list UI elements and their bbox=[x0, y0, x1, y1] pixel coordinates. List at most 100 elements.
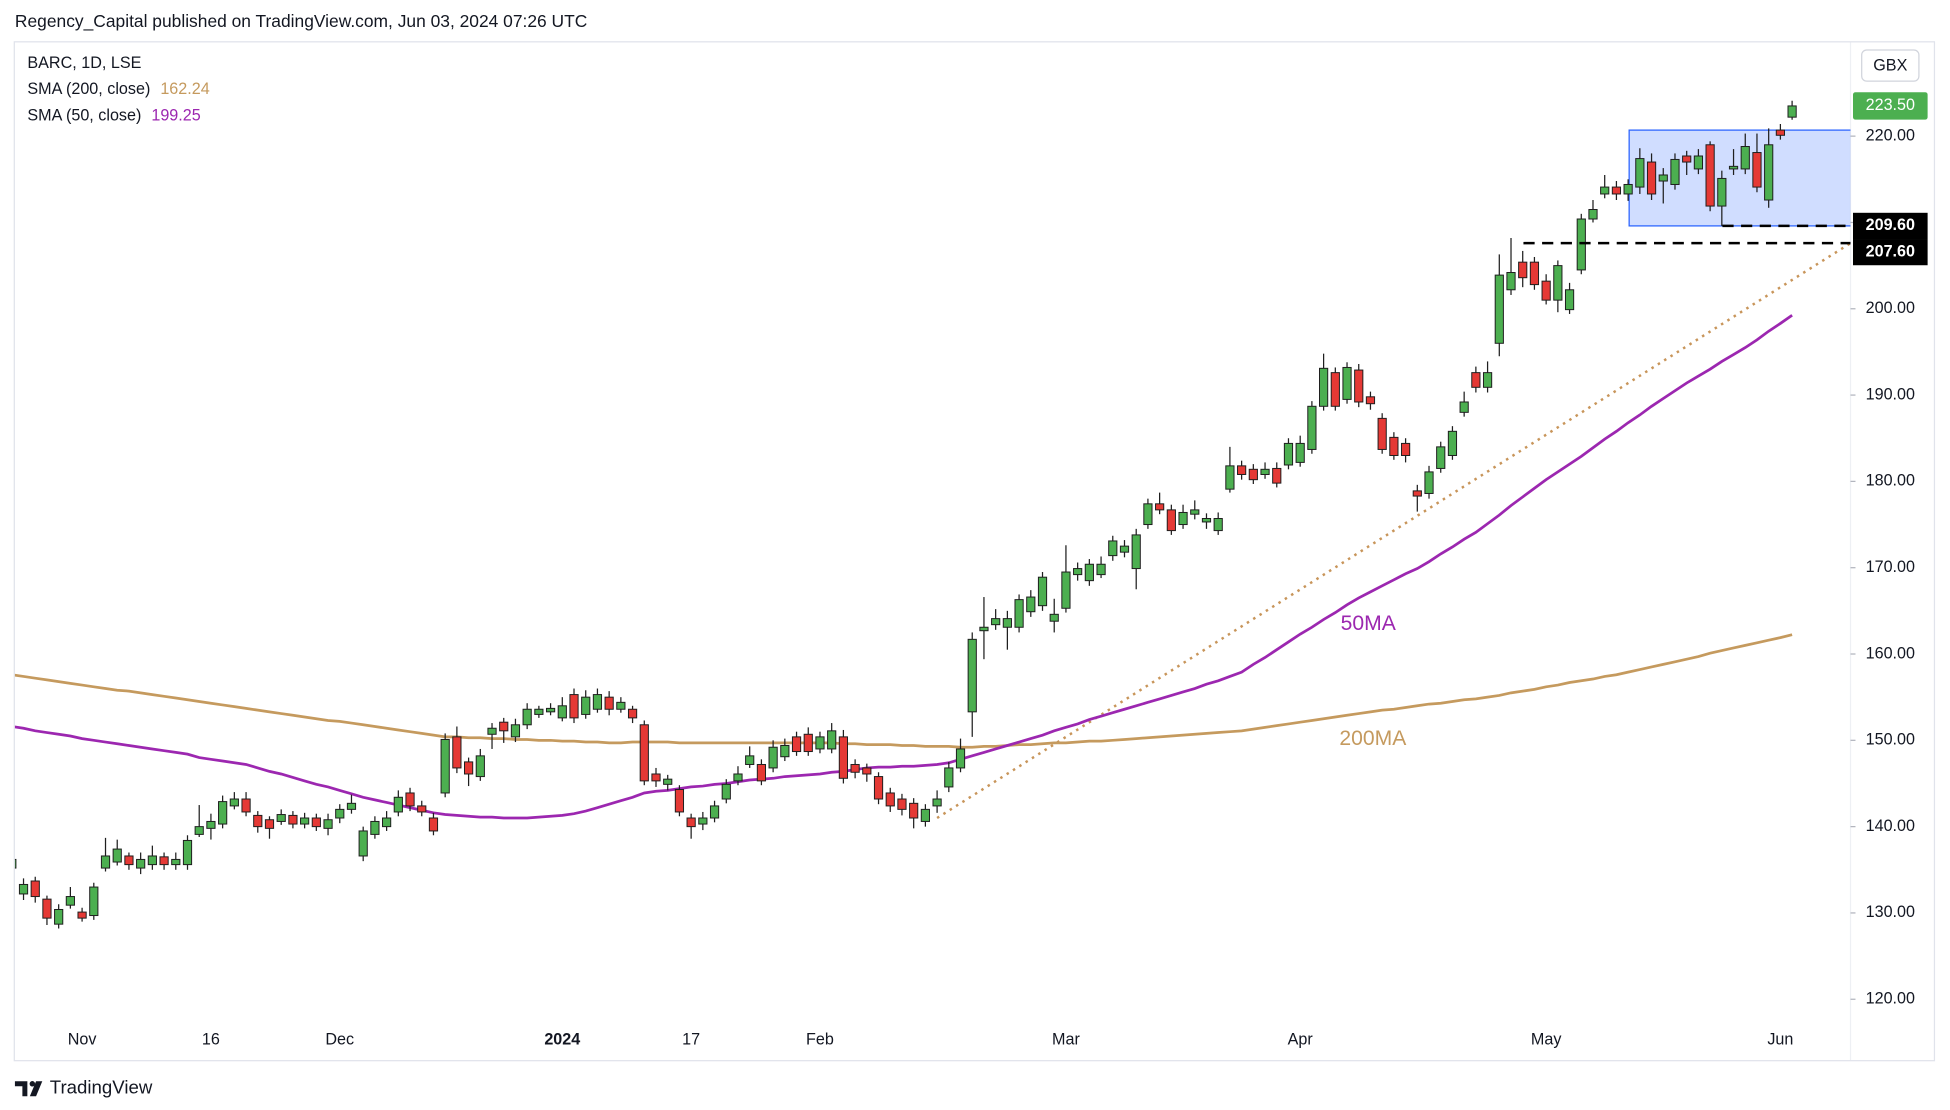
candle-body bbox=[1564, 289, 1575, 311]
candle-body bbox=[909, 802, 919, 819]
sma-line bbox=[14, 314, 1793, 820]
candle-body bbox=[791, 736, 802, 753]
candle-body bbox=[264, 819, 275, 829]
candle-body bbox=[885, 792, 895, 807]
candle-body bbox=[733, 773, 743, 782]
candle-body bbox=[1377, 417, 1387, 450]
y-tick-label: 120.00 bbox=[1866, 990, 1915, 1008]
candle-body bbox=[663, 778, 673, 785]
candle-body bbox=[1037, 576, 1048, 607]
x-tick-label: Jun bbox=[1767, 1030, 1793, 1048]
candle-body bbox=[873, 776, 884, 800]
candle-body bbox=[18, 883, 29, 895]
x-tick-label: Feb bbox=[806, 1030, 834, 1048]
candle-body bbox=[862, 767, 872, 775]
candle-body bbox=[1471, 372, 1481, 388]
candle-body bbox=[1260, 468, 1270, 475]
candle-body bbox=[1553, 265, 1563, 301]
y-tick-label: 140.00 bbox=[1866, 817, 1915, 835]
candle-body bbox=[944, 767, 954, 788]
candle-body bbox=[1178, 511, 1188, 526]
chart-frame bbox=[13, 41, 1936, 1062]
candle-body bbox=[557, 705, 567, 719]
candle-body bbox=[1330, 372, 1340, 407]
candle-body bbox=[1248, 468, 1258, 481]
x-tick-label: Dec bbox=[325, 1030, 354, 1048]
candle-body bbox=[698, 817, 708, 825]
candle-body bbox=[1272, 467, 1282, 484]
y-tick-label: 190.00 bbox=[1866, 385, 1915, 403]
x-tick-label: 2024 bbox=[544, 1030, 580, 1048]
candle-body bbox=[218, 801, 228, 825]
candle-body bbox=[1143, 503, 1153, 526]
level-label-box bbox=[1852, 239, 1928, 266]
candle-body bbox=[1096, 563, 1106, 576]
candle-body bbox=[452, 736, 462, 769]
candle-body bbox=[639, 724, 649, 782]
candle-body bbox=[1459, 401, 1469, 413]
candle-body bbox=[674, 789, 685, 813]
candle-body bbox=[1412, 490, 1422, 497]
candle-body bbox=[1201, 518, 1212, 523]
candle-body bbox=[780, 745, 790, 758]
annotation: 200MA bbox=[1339, 727, 1407, 750]
header: Regency_Capital published on TradingView… bbox=[15, 11, 587, 32]
candle-body bbox=[686, 817, 696, 828]
candle-body bbox=[827, 730, 837, 750]
y-tick-label: 130.00 bbox=[1866, 903, 1915, 921]
candle-body bbox=[206, 820, 216, 829]
candle-body bbox=[581, 696, 591, 715]
candle-body bbox=[1600, 186, 1610, 195]
candle-body bbox=[721, 783, 731, 800]
candle-body bbox=[1014, 599, 1024, 628]
candle-body bbox=[1693, 155, 1704, 170]
candle-body bbox=[463, 761, 474, 775]
candle-body bbox=[991, 618, 1001, 626]
candle-body bbox=[1424, 471, 1434, 494]
candle-body bbox=[1752, 152, 1762, 188]
candle-body bbox=[709, 805, 720, 819]
candle-body bbox=[1119, 545, 1130, 553]
candle-body bbox=[1623, 183, 1633, 195]
annotation: 50MA bbox=[1341, 612, 1397, 635]
tradingview-logo bbox=[14, 1081, 43, 1097]
candle-body bbox=[534, 708, 544, 715]
candle-body bbox=[1155, 503, 1165, 511]
candle-body bbox=[382, 817, 392, 828]
x-tick-label: Apr bbox=[1288, 1030, 1314, 1048]
candle-body bbox=[194, 826, 204, 835]
candle-body bbox=[838, 736, 848, 779]
candle-body bbox=[1237, 465, 1247, 475]
y-tick-label: 150.00 bbox=[1866, 731, 1915, 749]
candle-body bbox=[1354, 369, 1364, 403]
candle-body bbox=[428, 817, 439, 832]
candle-body bbox=[850, 763, 860, 773]
candle-body bbox=[1061, 571, 1071, 609]
candle-body bbox=[1494, 274, 1504, 344]
candle-body bbox=[1166, 509, 1176, 532]
candle-body bbox=[14, 858, 17, 869]
candle-body bbox=[311, 817, 321, 828]
candle-body bbox=[1705, 144, 1715, 207]
candle-body bbox=[967, 638, 977, 713]
candle-body bbox=[1049, 613, 1059, 622]
candle-body bbox=[1365, 396, 1376, 405]
y-tick-label: 180.00 bbox=[1866, 472, 1915, 490]
currency-label: GBX bbox=[1873, 56, 1907, 74]
candle-body bbox=[592, 694, 603, 710]
candle-body bbox=[54, 908, 64, 925]
x-tick-label: Nov bbox=[68, 1030, 98, 1048]
x-tick-label: May bbox=[1531, 1030, 1562, 1048]
candle-body bbox=[1190, 509, 1200, 515]
candle-body bbox=[920, 808, 930, 822]
candle-body bbox=[1447, 430, 1458, 456]
candle-body bbox=[803, 733, 813, 753]
candle-body bbox=[1682, 155, 1692, 163]
x-tick-label: Mar bbox=[1052, 1030, 1080, 1048]
candle-body bbox=[932, 798, 942, 807]
candle-body bbox=[1084, 563, 1094, 582]
candle-body bbox=[510, 724, 521, 738]
candle-body bbox=[440, 738, 450, 794]
candle-body bbox=[1775, 129, 1785, 136]
